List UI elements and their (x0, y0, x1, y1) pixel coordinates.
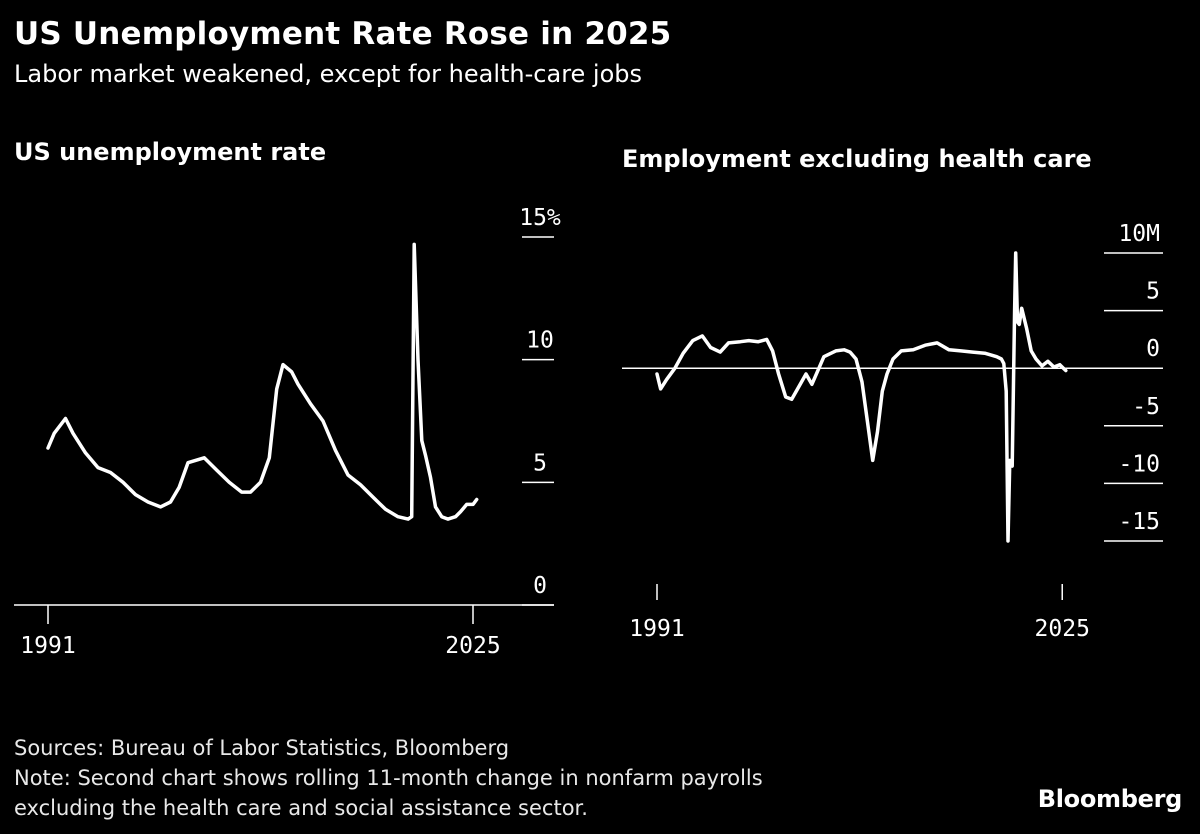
y-tick-label-1: 10 (526, 328, 554, 354)
x-tick-label-1: 2025 (445, 633, 500, 659)
note-text-line2: excluding the health care and social ass… (14, 796, 588, 820)
page-subtitle: Labor market weakened, except for health… (14, 60, 643, 88)
unemployment-rate-chart: 15% 10 5 0 1991 2025 (14, 205, 561, 659)
y-tick-label-3: -5 (1132, 394, 1160, 420)
y-tick-label-0: 10M (1118, 221, 1160, 247)
y-tick-label-1: 5 (1146, 279, 1160, 305)
y-tick-label-3: 0 (533, 573, 547, 599)
bloomberg-logo: Bloomberg (1037, 785, 1183, 813)
y-tick-label-2: 0 (1146, 336, 1160, 362)
page-title: US Unemployment Rate Rose in 2025 (14, 16, 672, 52)
chart1-title: US unemployment rate (14, 138, 327, 166)
x-tick-label-0: 1991 (629, 616, 684, 642)
footer-notes: Sources: Bureau of Labor Statistics, Blo… (14, 733, 763, 823)
y-tick-label-5: -15 (1118, 509, 1160, 535)
chart2-title: Employment excluding health care (622, 145, 1092, 173)
employment-ex-health-chart: 10M 5 0 -5 -10 -15 1991 2025 (622, 221, 1163, 642)
x-tick-label-0: 1991 (20, 633, 75, 659)
y-tick-label-2: 5 (533, 450, 547, 476)
series-line-0 (655, 251, 1068, 543)
note-text-line1: Note: Second chart shows rolling 11-mont… (14, 766, 763, 790)
y-tick-label-4: -10 (1118, 451, 1160, 477)
sources-text: Sources: Bureau of Labor Statistics, Blo… (14, 736, 510, 760)
y-tick-label-0: 15% (519, 205, 561, 231)
x-tick-label-1: 2025 (1035, 616, 1090, 642)
series-line-0 (46, 242, 479, 521)
